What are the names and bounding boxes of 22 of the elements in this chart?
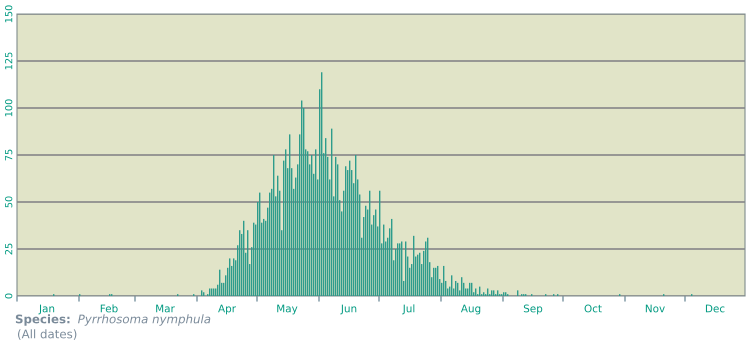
- x-tick-label: May: [277, 304, 298, 314]
- text: Species:: [16, 314, 70, 326]
- x-tick-label: Sep: [524, 304, 542, 314]
- x-tick-label: Aug: [460, 304, 480, 314]
- x-tick-label: Feb: [100, 304, 118, 312]
- x-tick-label: Jan: [38, 304, 54, 314]
- text: (All dates): [18, 329, 76, 340]
- text: Pyrrhosoma nymphula: [78, 314, 210, 326]
- y-tick-label: 50: [4, 196, 12, 208]
- x-tick-label: Nov: [646, 304, 665, 312]
- y-tick-label: 125: [4, 52, 12, 70]
- y-tick-label: 25: [4, 244, 12, 254]
- x-tick-label: Jul: [402, 304, 414, 314]
- y-tick-label: 150: [4, 5, 12, 22]
- x-tick-label: Mar: [156, 304, 175, 312]
- y-tick-label: 75: [5, 150, 12, 160]
- x-tick-label: Dec: [706, 304, 724, 312]
- y-tick-label: 0: [4, 294, 12, 298]
- x-tick-label: Oct: [584, 304, 602, 312]
- x-tick-label: Apr: [218, 304, 236, 314]
- y-tick-label: 100: [4, 99, 12, 116]
- x-tick-label: Jun: [340, 304, 356, 314]
